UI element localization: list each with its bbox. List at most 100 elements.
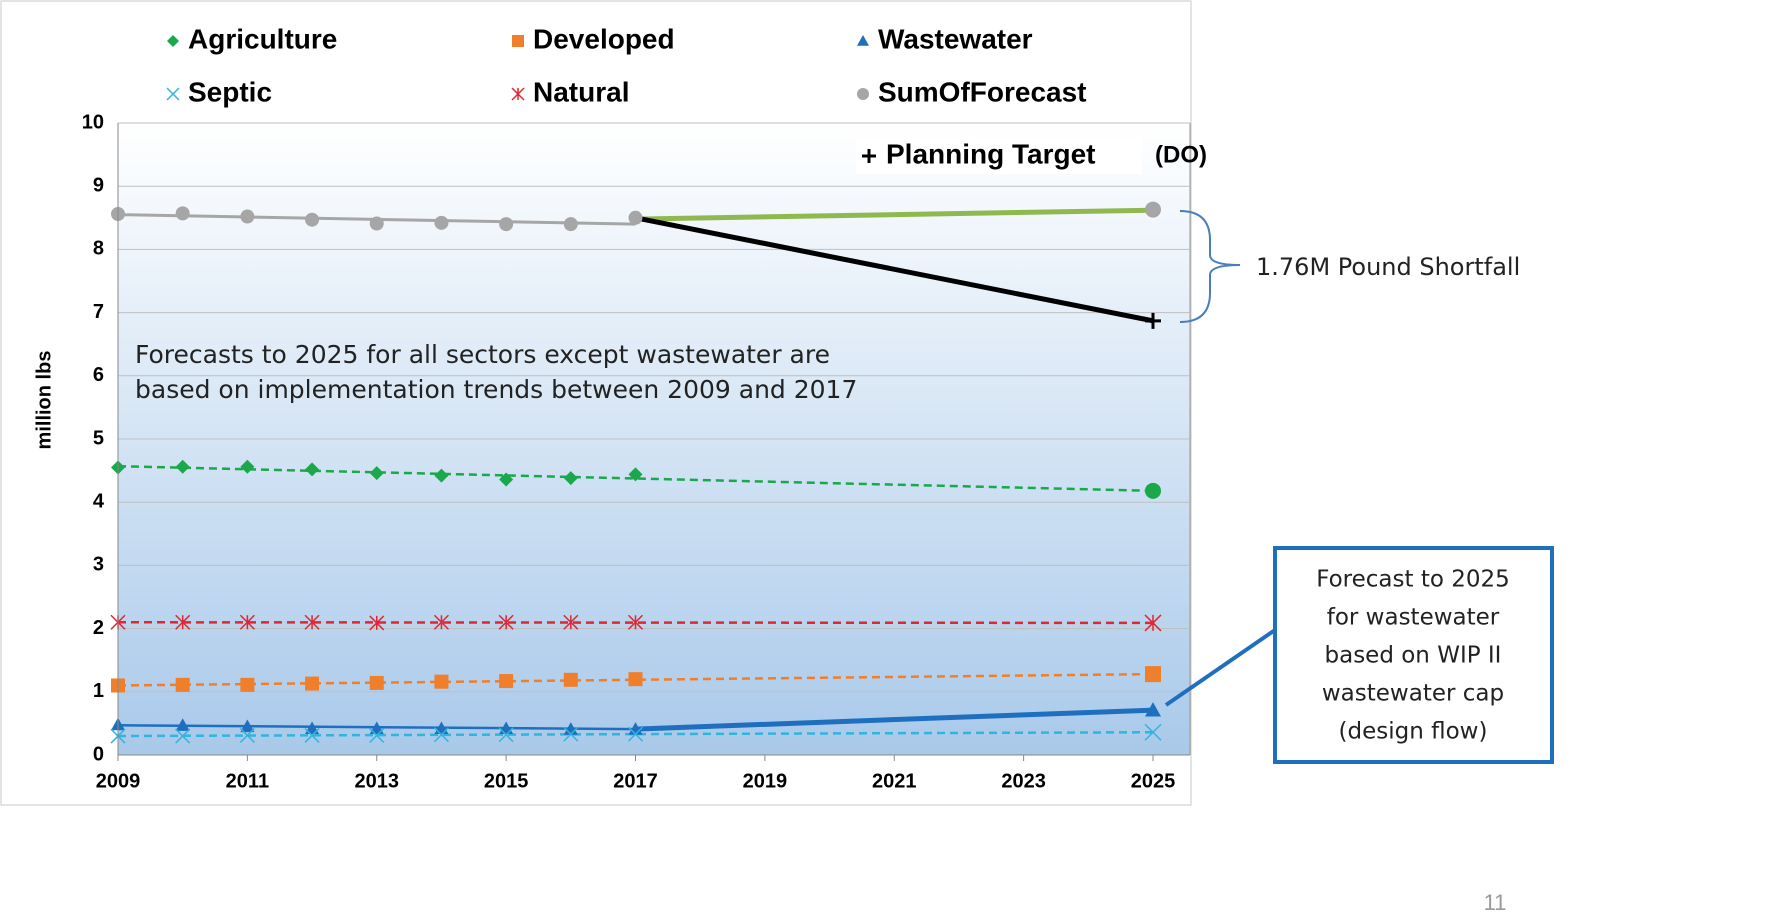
marker xyxy=(628,672,643,687)
marker xyxy=(512,35,524,47)
marker xyxy=(433,614,449,630)
callout-text: for wastewater xyxy=(1327,605,1500,631)
y-tick-label: 6 xyxy=(93,364,104,386)
callout-box xyxy=(1273,546,1554,764)
marker xyxy=(175,728,191,744)
legend-bg xyxy=(856,138,1142,174)
trend-line xyxy=(635,207,1154,222)
marker xyxy=(1145,201,1161,218)
callout-text: wastewater cap xyxy=(1322,681,1504,707)
legend-label: SumOfForecast xyxy=(878,76,1087,107)
callout-text: Forecast to 2025 xyxy=(1316,567,1510,593)
marker xyxy=(1145,312,1161,329)
marker xyxy=(240,459,255,474)
marker xyxy=(563,471,578,486)
marker xyxy=(563,672,578,687)
marker xyxy=(499,472,514,487)
y-tick-label: 7 xyxy=(93,301,104,323)
page-number: 11 xyxy=(1484,890,1507,915)
chart-frame xyxy=(0,0,1192,806)
y-tick-label: 0 xyxy=(93,743,104,765)
marker xyxy=(563,614,579,630)
marker xyxy=(166,87,180,101)
annotation-text: Forecasts to 2025 for all sectors except… xyxy=(135,340,830,369)
marker xyxy=(305,212,320,227)
trend-line xyxy=(117,464,1154,493)
marker xyxy=(175,677,190,692)
y-tick-label: 4 xyxy=(93,490,105,512)
marker xyxy=(563,217,578,232)
trend-line xyxy=(117,672,1154,687)
marker xyxy=(498,614,514,630)
marker xyxy=(857,88,869,100)
marker xyxy=(1144,614,1162,632)
y-tick-label: 1 xyxy=(93,680,104,702)
marker xyxy=(1145,482,1161,499)
marker xyxy=(175,459,190,474)
x-tick-label: 2021 xyxy=(872,770,917,792)
x-tick-label: 2019 xyxy=(743,770,788,792)
y-axis-label: million lbs xyxy=(33,351,55,450)
x-tick-label: 2009 xyxy=(96,770,141,792)
marker xyxy=(628,210,643,225)
y-tick-label: 8 xyxy=(93,238,104,260)
marker xyxy=(240,677,255,692)
marker xyxy=(305,462,320,477)
y-tick-label: 2 xyxy=(93,617,104,639)
marker xyxy=(862,149,876,163)
marker xyxy=(369,727,385,743)
marker xyxy=(304,727,320,743)
marker xyxy=(499,217,514,232)
marker xyxy=(563,726,579,742)
x-tick-label: 2011 xyxy=(226,770,269,792)
marker xyxy=(627,614,644,630)
marker xyxy=(175,206,190,221)
marker xyxy=(628,467,643,482)
marker xyxy=(857,35,869,46)
legend-note: (DO) xyxy=(1155,141,1207,168)
marker xyxy=(511,87,525,101)
marker xyxy=(240,719,255,733)
callout-text: based on WIP II xyxy=(1325,643,1502,669)
y-tick-label: 9 xyxy=(93,174,104,196)
x-tick-label: 2015 xyxy=(484,770,529,792)
marker xyxy=(175,614,191,630)
legend-label: Planning Target xyxy=(886,138,1096,169)
marker xyxy=(175,718,190,731)
marker xyxy=(369,675,384,690)
callout-pointer xyxy=(1164,628,1277,707)
marker xyxy=(369,466,384,481)
legend-label: Developed xyxy=(533,23,675,54)
callout-text: (design flow) xyxy=(1339,719,1488,745)
y-tick-label: 5 xyxy=(93,427,104,449)
legend-label: Agriculture xyxy=(188,23,337,54)
trend-line xyxy=(635,707,1154,732)
marker xyxy=(304,614,320,630)
marker xyxy=(167,35,179,47)
trend-line xyxy=(117,730,1154,738)
marker xyxy=(1145,666,1161,683)
x-tick-label: 2023 xyxy=(1001,770,1046,792)
marker xyxy=(369,615,385,631)
marker xyxy=(498,727,514,743)
shortfall-brace xyxy=(1179,210,1241,323)
marker xyxy=(239,727,255,743)
marker xyxy=(627,726,644,742)
trend-line xyxy=(117,621,1154,625)
marker xyxy=(1144,723,1162,741)
marker xyxy=(434,468,449,483)
marker xyxy=(1145,702,1161,717)
marker xyxy=(433,727,449,743)
legend-label: Septic xyxy=(188,76,272,107)
x-tick-label: 2017 xyxy=(613,770,658,792)
x-tick-label: 2025 xyxy=(1131,770,1176,792)
marker xyxy=(434,215,449,230)
marker xyxy=(305,676,320,691)
marker xyxy=(369,216,384,231)
y-tick-label: 10 xyxy=(82,111,104,133)
marker xyxy=(499,674,514,689)
x-tick-label: 2013 xyxy=(355,770,400,792)
legend-label: Wastewater xyxy=(878,23,1033,54)
marker xyxy=(239,614,255,630)
